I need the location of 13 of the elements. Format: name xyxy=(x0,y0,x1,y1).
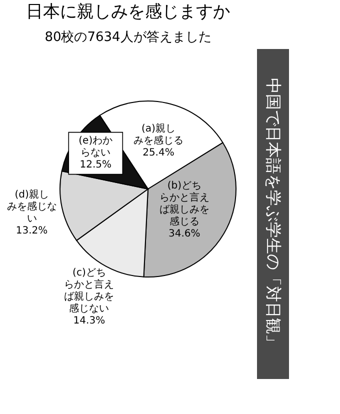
data-label: 12.5% xyxy=(80,159,112,170)
data-label: 34.6% xyxy=(168,228,200,240)
chart-subtitle: 80校の7634人が答えました xyxy=(44,30,212,45)
text: 中国で日本語を学ぶ学生の「対日観」 xyxy=(264,78,283,350)
data-label: 25.4% xyxy=(142,148,174,159)
chart-title: 日本に親しみを感じますか xyxy=(26,2,230,22)
slice-label: (d)親しみを感じない xyxy=(6,188,57,225)
slice-label: (b)どちらかと言えば親しみを感じる xyxy=(159,180,210,228)
slice-label: (a)親しみを感じる xyxy=(133,122,184,147)
data-label: 14.3% xyxy=(73,315,106,326)
slice-label: (c)どちらかと言えば親しみを感じない xyxy=(64,267,114,314)
slice-label: (e)わからない xyxy=(78,135,113,158)
data-label: 13.2% xyxy=(16,226,48,237)
